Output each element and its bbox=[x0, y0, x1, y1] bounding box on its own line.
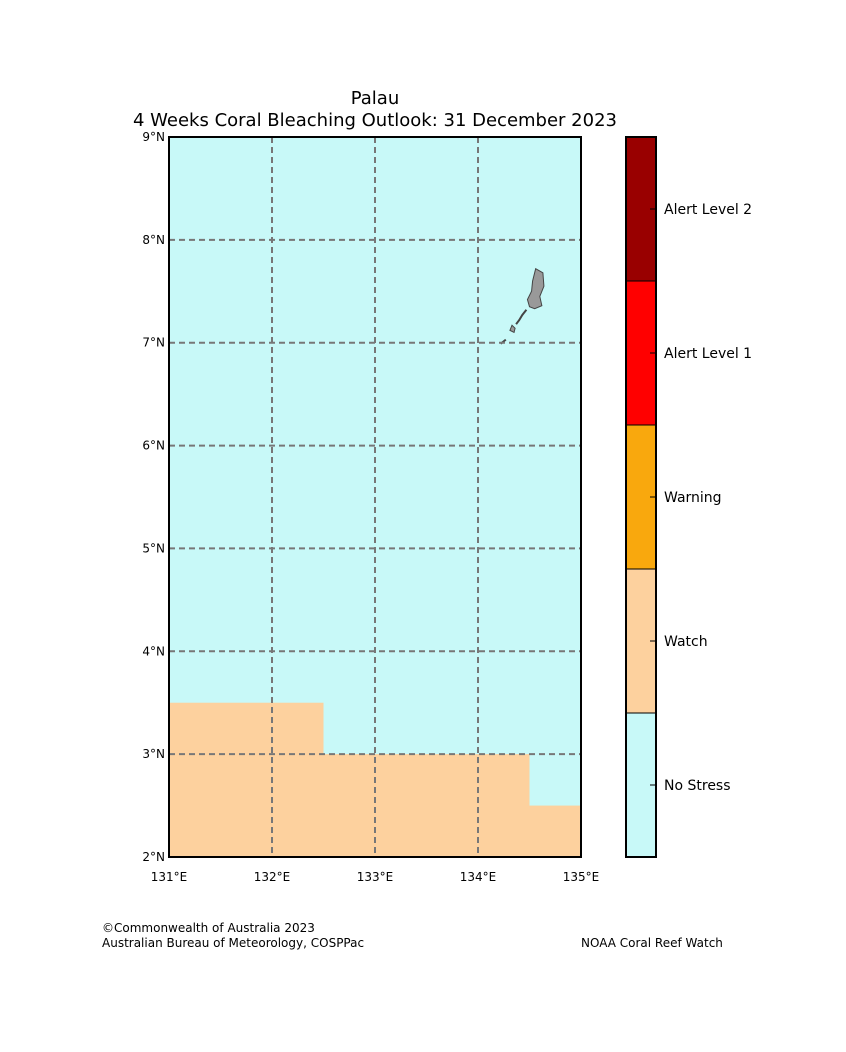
watch-region bbox=[323, 754, 530, 857]
latitude-label: 8°N bbox=[142, 233, 165, 247]
peleliu-island bbox=[509, 324, 516, 334]
agency-line: Australian Bureau of Meteorology, COSPPa… bbox=[102, 936, 365, 950]
watch-region bbox=[529, 805, 581, 857]
map-title-outlook: 4 Weeks Coral Bleaching Outlook: 31 Dece… bbox=[132, 110, 617, 131]
latitude-label: 4°N bbox=[142, 644, 165, 658]
latitude-label: 9°N bbox=[142, 130, 165, 144]
latitude-label: 5°N bbox=[142, 541, 165, 555]
longitude-label: 133°E bbox=[357, 870, 394, 884]
map-area: 9°N 8°N 7°N 6°N 5°N 4°N 3°N 2°N 131°E 132°E 133°E 1… bbox=[142, 130, 599, 884]
copyright-line: ©Commonwealth of Australia 2023 bbox=[102, 921, 315, 935]
palau-islands bbox=[500, 267, 545, 345]
legend-frame bbox=[625, 136, 657, 858]
longitude-label: 134°E bbox=[460, 870, 497, 884]
noaa-credit: NOAA Coral Reef Watch bbox=[581, 936, 723, 950]
legend-label-no-stress: No Stress bbox=[664, 778, 731, 794]
longitude-label: 135°E bbox=[563, 870, 600, 884]
legend-colorbar: Alert Level 2 Alert Level 1 Warning Watch No… bbox=[625, 136, 752, 858]
legend-label-alert-level-1: Alert Level 1 bbox=[664, 346, 752, 362]
legend-label-alert-level-2: Alert Level 2 bbox=[664, 202, 752, 218]
longitude-label: 131°E bbox=[151, 870, 188, 884]
latitude-label: 2°N bbox=[142, 850, 165, 864]
babeldaob-island bbox=[526, 267, 545, 310]
latitude-label: 6°N bbox=[142, 439, 165, 453]
latitude-label: 7°N bbox=[142, 336, 165, 350]
map-frame bbox=[168, 136, 582, 858]
watch-region bbox=[169, 702, 324, 857]
latitude-label: 3°N bbox=[142, 747, 165, 761]
copyright-credit: ©Commonwealth of Australia 2023 Australi… bbox=[102, 921, 364, 951]
map-title-location: Palau bbox=[350, 88, 400, 109]
rock-islands bbox=[515, 309, 528, 325]
legend-label-warning: Warning bbox=[664, 490, 722, 506]
longitude-label: 132°E bbox=[254, 870, 291, 884]
legend-label-watch: Watch bbox=[664, 634, 708, 650]
